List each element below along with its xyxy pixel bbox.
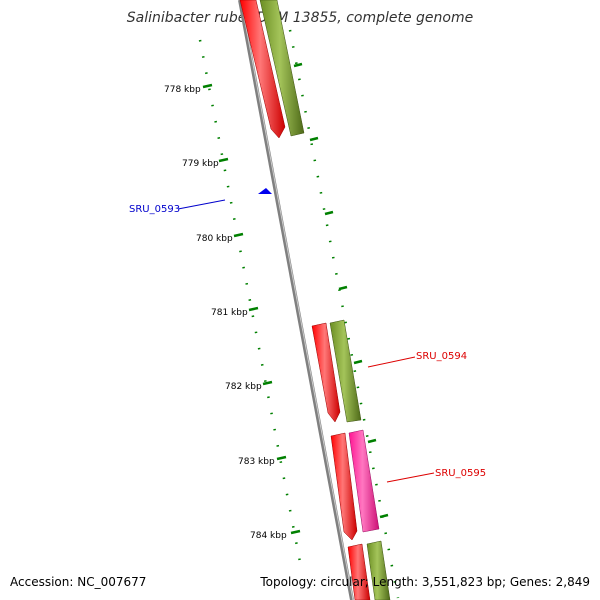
tick-label: 783 kbp xyxy=(238,457,275,467)
tick-mark xyxy=(233,232,244,238)
sru0594-leader xyxy=(367,356,416,368)
tick-mark xyxy=(262,380,273,386)
accession-text: Accession: NC_007677 xyxy=(10,575,147,589)
cds-feature[interactable] xyxy=(347,543,371,600)
tick-mark xyxy=(338,285,348,291)
tick-label: 784 kbp xyxy=(250,531,287,541)
sru0593-leader xyxy=(177,199,226,210)
cds-feature[interactable] xyxy=(311,322,341,423)
tick-label: 779 kbp xyxy=(182,159,219,169)
tick-mark xyxy=(309,136,319,142)
tick-mark xyxy=(353,359,363,365)
tick-label: 780 kbp xyxy=(196,234,233,244)
tick-mark xyxy=(379,513,389,519)
map-title: Salinibacter ruber DSM 13855, complete g… xyxy=(126,10,474,26)
tick-mark xyxy=(276,455,287,461)
gene-feature[interactable] xyxy=(366,540,391,600)
tick-mark xyxy=(367,438,377,444)
tick-mark xyxy=(293,62,303,68)
sru0595-leader xyxy=(386,472,435,483)
cds-feature[interactable] xyxy=(330,432,358,541)
gene-label-sru0594[interactable]: SRU_0594 xyxy=(416,351,467,362)
rna-feature[interactable] xyxy=(348,429,380,533)
backbone-line xyxy=(238,0,354,600)
inner-tick-ring xyxy=(198,39,302,563)
tick-mark xyxy=(218,157,229,163)
tick-mark xyxy=(290,529,301,535)
tick-label: 782 kbp xyxy=(225,382,262,392)
tick-mark xyxy=(324,210,334,216)
gene-feature[interactable] xyxy=(329,319,362,423)
tick-mark xyxy=(202,83,213,89)
gene-label-sru0593[interactable]: SRU_0593 xyxy=(129,204,180,215)
tick-label: 781 kbp xyxy=(211,308,248,318)
backbone-highlight xyxy=(240,0,354,600)
tick-label: 778 kbp xyxy=(164,85,201,95)
genome-summary-text: Topology: circular; Length: 3,551,823 bp… xyxy=(260,575,590,589)
gene-feature[interactable] xyxy=(259,0,305,137)
gene-label-sru0595[interactable]: SRU_0595 xyxy=(435,468,486,479)
sru0593-marker[interactable] xyxy=(258,188,272,194)
tick-mark xyxy=(248,306,259,312)
cds-feature[interactable] xyxy=(239,0,286,139)
